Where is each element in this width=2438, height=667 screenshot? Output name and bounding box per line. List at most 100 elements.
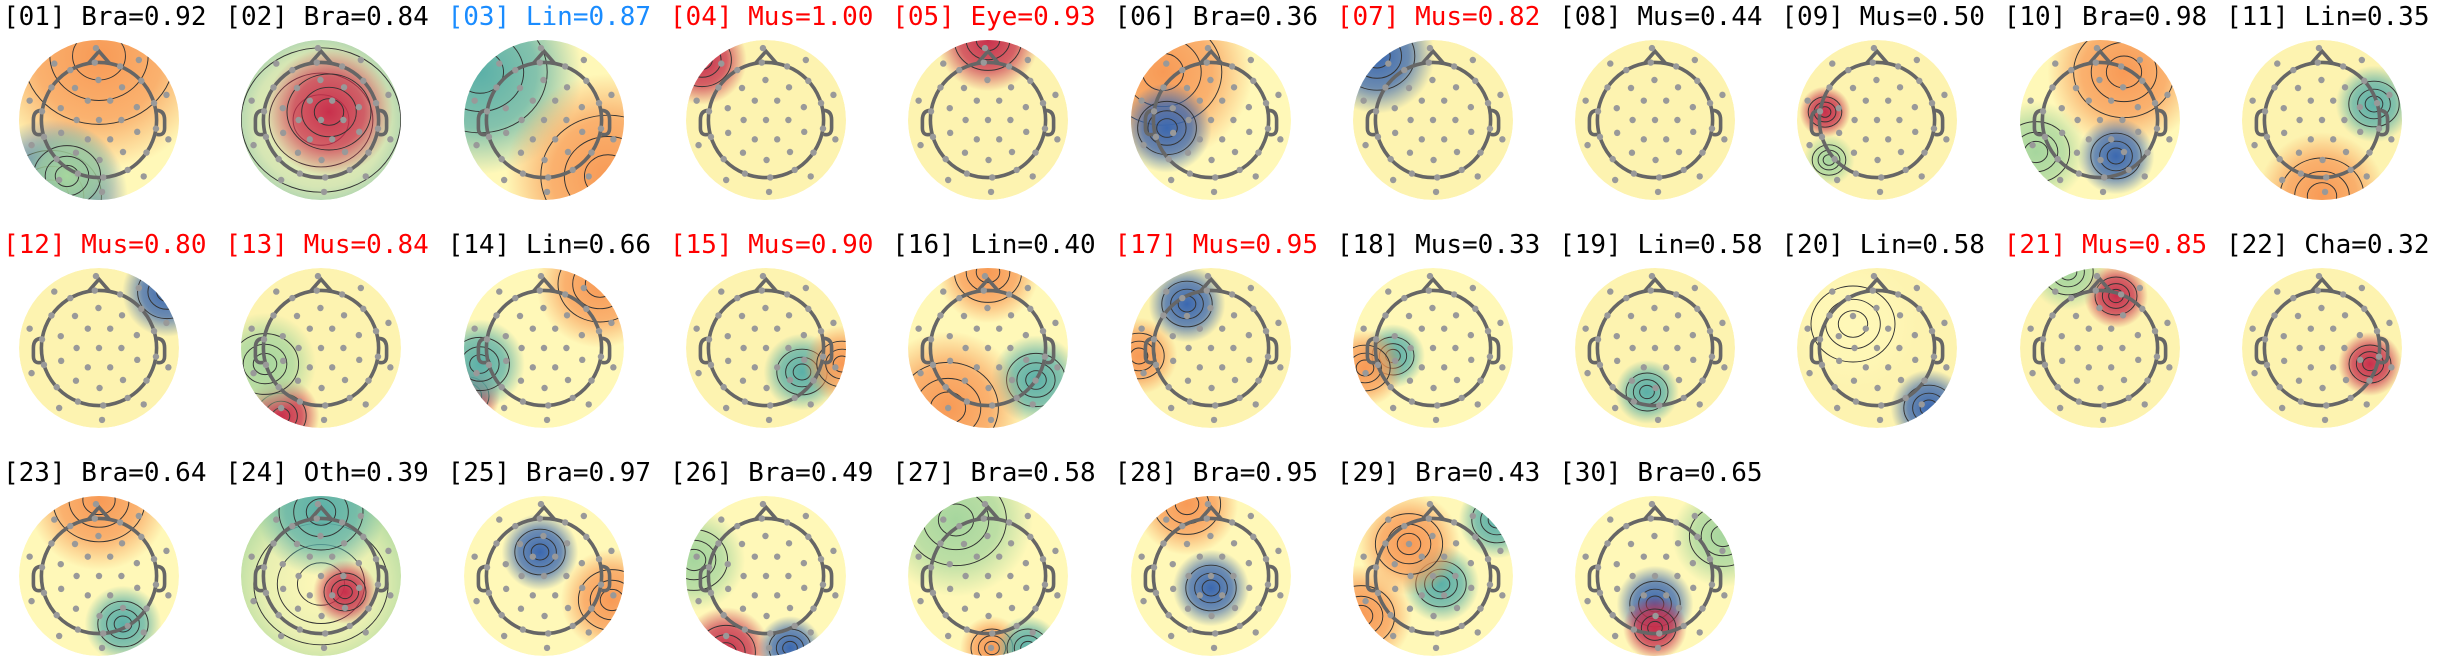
component-9[interactable]: [09] Mus=0.50	[1781, 0, 2003, 206]
contour-line	[306, 498, 337, 526]
component-19[interactable]: [19] Lin=0.58	[1559, 228, 1781, 434]
sensor-dots	[915, 500, 1061, 652]
component-title: [13] Mus=0.84	[225, 230, 429, 260]
topomap	[1352, 495, 1513, 657]
contour-line	[1130, 332, 1165, 380]
contour-line	[314, 98, 345, 126]
sensor-dots	[915, 44, 1061, 196]
topomap-blob	[257, 495, 386, 576]
contour-line	[1810, 285, 1896, 363]
topomap	[18, 267, 180, 429]
head-outline	[253, 504, 389, 636]
head-outline	[2032, 48, 2168, 180]
component-title: [06] Bra=0.36	[1114, 2, 1319, 32]
component-8[interactable]: [08] Mus=0.44	[1559, 0, 1781, 206]
component-title: [16] Lin=0.40	[892, 230, 1096, 260]
component-4[interactable]: [04] Mus=1.00	[670, 0, 892, 206]
component-10[interactable]: [10] Bra=0.98	[2004, 0, 2226, 206]
component-18[interactable]: [18] Mus=0.33	[1337, 228, 1559, 434]
contour-line	[685, 548, 707, 572]
head-outline	[1587, 48, 1723, 180]
topomap	[1130, 495, 1291, 656]
head-outline	[920, 48, 1056, 180]
component-5[interactable]: [05] Eye=0.93	[892, 0, 1114, 206]
sensor-dots	[1137, 500, 1284, 652]
topomap-blob	[1803, 134, 1855, 186]
component-title: [19] Lin=0.58	[1559, 230, 1763, 260]
component-13[interactable]: [13] Mus=0.84	[225, 228, 447, 434]
head-outline	[253, 276, 389, 408]
component-2[interactable]: [02] Bra=0.84	[225, 0, 447, 206]
component-20[interactable]: [20] Lin=0.58	[1781, 228, 2003, 434]
component-7[interactable]: [07] Mus=0.82	[1337, 0, 1559, 206]
sensor-dots	[1137, 272, 1284, 424]
topomap	[241, 268, 402, 429]
head-outline	[2032, 276, 2168, 408]
component-24[interactable]: [24] Oth=0.39	[225, 456, 447, 662]
topomap	[908, 39, 1069, 201]
component-21[interactable]: [21] Mus=0.85	[2004, 228, 2226, 434]
component-3[interactable]: [03] Lin=0.87	[448, 0, 670, 206]
component-30[interactable]: [30] Bra=0.65	[1559, 456, 1781, 662]
component-23[interactable]: [23] Bra=0.64	[3, 456, 225, 662]
contour-line	[975, 267, 1001, 284]
component-11[interactable]: [11] Lin=0.35	[2226, 0, 2438, 206]
sensor-dots	[248, 272, 394, 424]
component-15[interactable]: [15] Mus=0.90	[670, 228, 892, 434]
head-outline	[476, 48, 611, 180]
sensor-dots	[248, 44, 394, 196]
topomap-blob	[2338, 332, 2402, 396]
component-29[interactable]: [29] Bra=0.43	[1337, 456, 1559, 662]
contour-line	[156, 282, 178, 302]
contour-line	[571, 267, 624, 310]
component-26[interactable]: [26] Bra=0.49	[670, 456, 892, 662]
topomap	[2241, 39, 2403, 201]
component-25[interactable]: [25] Bra=0.97	[448, 456, 670, 662]
contour-line	[2357, 88, 2391, 120]
sensor-dots	[471, 500, 617, 652]
component-title: [30] Bra=0.65	[1559, 458, 1763, 488]
topomap	[1352, 39, 1513, 201]
component-1[interactable]: [01] Bra=0.92	[3, 0, 225, 206]
component-title: [02] Bra=0.84	[225, 2, 429, 32]
contour-line	[1625, 372, 1669, 412]
component-title: [07] Mus=0.82	[1336, 2, 1541, 32]
component-title: [09] Mus=0.50	[1781, 2, 1985, 32]
head-outline	[1143, 504, 1278, 636]
topomap	[1797, 39, 1958, 201]
contour-line	[331, 579, 360, 605]
component-6[interactable]: [06] Bra=0.36	[1115, 0, 1337, 206]
sensor-dots	[693, 272, 839, 424]
component-14[interactable]: [14] Lin=0.66	[448, 228, 670, 434]
head-outline	[31, 504, 167, 636]
sensor-dots	[26, 272, 172, 424]
component-title: [12] Mus=0.80	[3, 230, 207, 260]
head-outline	[1143, 48, 1278, 180]
component-28[interactable]: [28] Bra=0.95	[1115, 456, 1337, 662]
component-22[interactable]: [22] Cha=0.32	[2226, 228, 2438, 434]
head-outline	[1587, 504, 1723, 636]
topomap	[908, 267, 1069, 429]
contour-line	[2101, 283, 2130, 309]
topomap	[18, 495, 180, 657]
component-12[interactable]: [12] Mus=0.80	[3, 228, 225, 434]
contour-line	[1201, 579, 1220, 597]
contour-line	[1352, 39, 1416, 91]
head-outline	[1365, 48, 1501, 180]
sensor-dots	[248, 500, 394, 652]
component-17[interactable]: [17] Mus=0.95	[1115, 228, 1337, 434]
topomap	[1575, 39, 1736, 201]
sensor-dots	[1360, 44, 1506, 196]
head-outline	[1809, 276, 1945, 408]
contour-line	[832, 355, 846, 373]
contour-line	[715, 642, 737, 657]
topomap	[241, 495, 402, 657]
component-27[interactable]: [27] Bra=0.58	[892, 456, 1114, 662]
component-title: [18] Mus=0.33	[1336, 230, 1541, 260]
topomap-blob	[2257, 131, 2387, 201]
contour-line	[1352, 39, 1402, 79]
contour-line	[1639, 384, 1655, 400]
topomap-blob	[84, 585, 162, 657]
component-16[interactable]: [16] Lin=0.40	[892, 228, 1114, 434]
